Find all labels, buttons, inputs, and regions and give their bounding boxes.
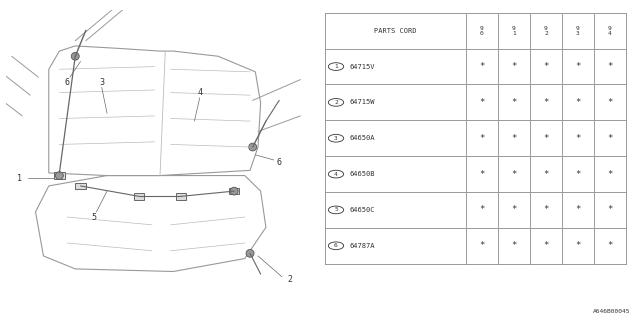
Text: *: *	[543, 205, 548, 214]
Text: *: *	[511, 62, 516, 71]
Text: 9
3: 9 3	[576, 26, 580, 36]
Circle shape	[246, 250, 254, 257]
Text: *: *	[479, 170, 484, 179]
Text: 3: 3	[99, 78, 104, 87]
Circle shape	[71, 52, 79, 60]
Text: 64715W: 64715W	[349, 100, 375, 105]
Text: *: *	[607, 62, 612, 71]
Text: *: *	[479, 62, 484, 71]
Text: 2: 2	[334, 100, 338, 105]
Text: 64715V: 64715V	[349, 64, 375, 69]
Text: 6: 6	[65, 78, 70, 87]
Text: A646B00045: A646B00045	[593, 308, 630, 314]
Bar	[76, 183, 86, 189]
Text: 5: 5	[92, 212, 96, 221]
Text: *: *	[575, 98, 580, 107]
Text: *: *	[607, 170, 612, 179]
Text: 9
2: 9 2	[544, 26, 548, 36]
Text: *: *	[479, 241, 484, 250]
Text: 3: 3	[334, 136, 338, 141]
Text: 64787A: 64787A	[349, 243, 375, 249]
Text: *: *	[575, 62, 580, 71]
Text: *: *	[575, 241, 580, 250]
Text: *: *	[543, 134, 548, 143]
Text: *: *	[511, 241, 516, 250]
Text: *: *	[543, 98, 548, 107]
Text: *: *	[479, 134, 484, 143]
Text: *: *	[511, 205, 516, 214]
Text: 6: 6	[276, 158, 282, 167]
Text: *: *	[607, 134, 612, 143]
Text: *: *	[607, 241, 612, 250]
Text: *: *	[543, 241, 548, 250]
Bar	[54, 172, 65, 179]
Text: *: *	[479, 205, 484, 214]
Text: 9
4: 9 4	[608, 26, 612, 36]
Text: *: *	[511, 98, 516, 107]
Bar	[176, 193, 186, 200]
Text: 64650B: 64650B	[349, 171, 375, 177]
Text: *: *	[575, 205, 580, 214]
Text: 64650A: 64650A	[349, 135, 375, 141]
Circle shape	[230, 187, 238, 195]
Text: *: *	[607, 98, 612, 107]
Text: 5: 5	[334, 207, 338, 212]
Text: 2: 2	[287, 275, 292, 284]
Circle shape	[56, 172, 63, 180]
Text: *: *	[543, 62, 548, 71]
Text: *: *	[479, 98, 484, 107]
Text: *: *	[543, 170, 548, 179]
Text: 4: 4	[197, 88, 202, 97]
Bar	[134, 193, 144, 200]
Text: *: *	[511, 170, 516, 179]
Bar	[229, 188, 239, 194]
Text: 9
0: 9 0	[480, 26, 484, 36]
Text: *: *	[607, 205, 612, 214]
Text: *: *	[575, 134, 580, 143]
Text: 1: 1	[17, 174, 22, 183]
Text: 1: 1	[334, 64, 338, 69]
Circle shape	[249, 143, 257, 151]
Text: PARTS CORD: PARTS CORD	[374, 28, 417, 34]
Text: 4: 4	[334, 172, 338, 177]
Text: 9
1: 9 1	[512, 26, 516, 36]
Text: 64650C: 64650C	[349, 207, 375, 213]
Text: 6: 6	[334, 243, 338, 248]
Text: *: *	[575, 170, 580, 179]
Text: *: *	[511, 134, 516, 143]
